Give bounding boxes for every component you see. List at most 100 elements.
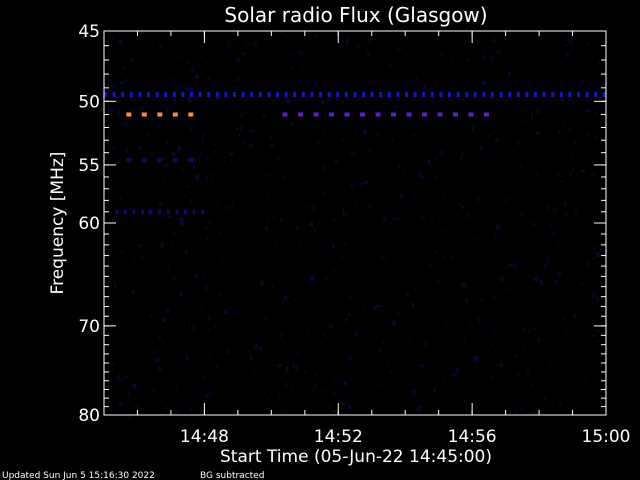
- noise-cell: [190, 70, 194, 73]
- noise-cell: [528, 240, 530, 242]
- noise-cell: [221, 217, 224, 219]
- noise-cell: [464, 338, 465, 343]
- noise-cell: [224, 160, 226, 166]
- noise-cell: [286, 321, 289, 323]
- noise-cell: [130, 376, 132, 380]
- noise-cell: [163, 188, 167, 190]
- noise-cell: [208, 369, 210, 372]
- noise-cell: [580, 80, 585, 84]
- noise-cell: [514, 79, 517, 83]
- noise-cell: [324, 277, 328, 281]
- noise-cell: [201, 135, 204, 140]
- noise-cell: [332, 410, 337, 412]
- noise-cell: [468, 376, 471, 378]
- noise-cell: [140, 106, 145, 110]
- noise-cell: [112, 147, 117, 150]
- noise-cell: [321, 133, 325, 136]
- noise-cell: [165, 107, 169, 112]
- noise-cell: [537, 263, 539, 266]
- noise-cell: [426, 252, 428, 257]
- noise-cell: [445, 323, 447, 329]
- noise-cell: [116, 375, 120, 381]
- noise-cell: [118, 401, 123, 406]
- noise-cell: [572, 47, 575, 50]
- noise-cell: [445, 182, 446, 186]
- noise-cell: [222, 260, 225, 263]
- noise-cell: [349, 356, 353, 362]
- noise-cell: [534, 397, 537, 401]
- noise-cell: [341, 396, 343, 399]
- noise-cell: [574, 250, 576, 253]
- noise-cell: [556, 301, 560, 303]
- noise-cell: [306, 328, 308, 334]
- noise-cell: [176, 57, 180, 59]
- emission-mark: [224, 92, 228, 98]
- noise-cell: [125, 375, 128, 380]
- noise-cell: [405, 261, 407, 265]
- emission-mark: [422, 112, 427, 117]
- noise-cell: [221, 141, 224, 147]
- noise-cell: [283, 409, 288, 412]
- noise-cell: [172, 232, 176, 236]
- noise-cell: [491, 331, 496, 336]
- noise-cell: [469, 200, 471, 203]
- noise-cell: [128, 207, 131, 210]
- noise-cell: [323, 389, 327, 394]
- noise-cell: [588, 221, 590, 227]
- noise-cell: [534, 410, 538, 415]
- noise-cell: [116, 296, 118, 299]
- emission-mark: [602, 92, 606, 98]
- noise-cell: [391, 351, 393, 354]
- noise-cell: [335, 99, 337, 103]
- noise-cell: [512, 397, 513, 403]
- noise-cell: [397, 311, 400, 316]
- noise-cell: [267, 396, 269, 401]
- noise-cell: [568, 78, 572, 80]
- noise-cell: [556, 172, 561, 178]
- noise-cell: [594, 89, 598, 94]
- noise-cell: [309, 277, 314, 282]
- noise-cell: [242, 112, 244, 116]
- noise-cell: [436, 280, 439, 283]
- noise-cell: [212, 84, 216, 89]
- noise-cell: [573, 37, 576, 40]
- noise-cell: [158, 366, 163, 372]
- noise-cell: [279, 301, 281, 304]
- noise-cell: [492, 295, 495, 300]
- noise-cell: [530, 411, 533, 415]
- noise-cell: [234, 86, 239, 91]
- noise-cell: [412, 133, 415, 137]
- noise-cell: [590, 253, 592, 258]
- noise-cell: [151, 103, 154, 109]
- noise-cell: [313, 184, 315, 190]
- noise-cell: [210, 96, 213, 98]
- emission-mark: [353, 92, 357, 98]
- noise-cell: [179, 292, 184, 297]
- noise-cell: [483, 253, 485, 256]
- noise-cell: [575, 376, 576, 379]
- noise-cell: [254, 344, 258, 350]
- noise-cell: [439, 150, 443, 155]
- noise-cell: [147, 62, 149, 68]
- noise-cell: [559, 391, 561, 395]
- noise-cell: [279, 254, 281, 256]
- emission-mark: [155, 92, 159, 98]
- noise-cell: [392, 265, 394, 270]
- footer-updated: Updated Sun Jun 5 15:16:30 2022: [2, 471, 155, 480]
- emission-mark: [172, 158, 178, 163]
- noise-cell: [389, 251, 391, 255]
- noise-cell: [469, 323, 474, 329]
- noise-cell: [234, 131, 237, 137]
- noise-cell: [312, 119, 314, 122]
- noise-cell: [482, 55, 487, 61]
- noise-cell: [459, 202, 461, 206]
- emission-mark: [192, 209, 196, 215]
- noise-cell: [365, 357, 366, 363]
- noise-cell: [494, 139, 499, 143]
- noise-cell: [374, 97, 376, 100]
- noise-cell: [566, 331, 569, 335]
- noise-cell: [355, 204, 357, 210]
- noise-cell: [172, 151, 176, 157]
- noise-cell: [415, 271, 419, 275]
